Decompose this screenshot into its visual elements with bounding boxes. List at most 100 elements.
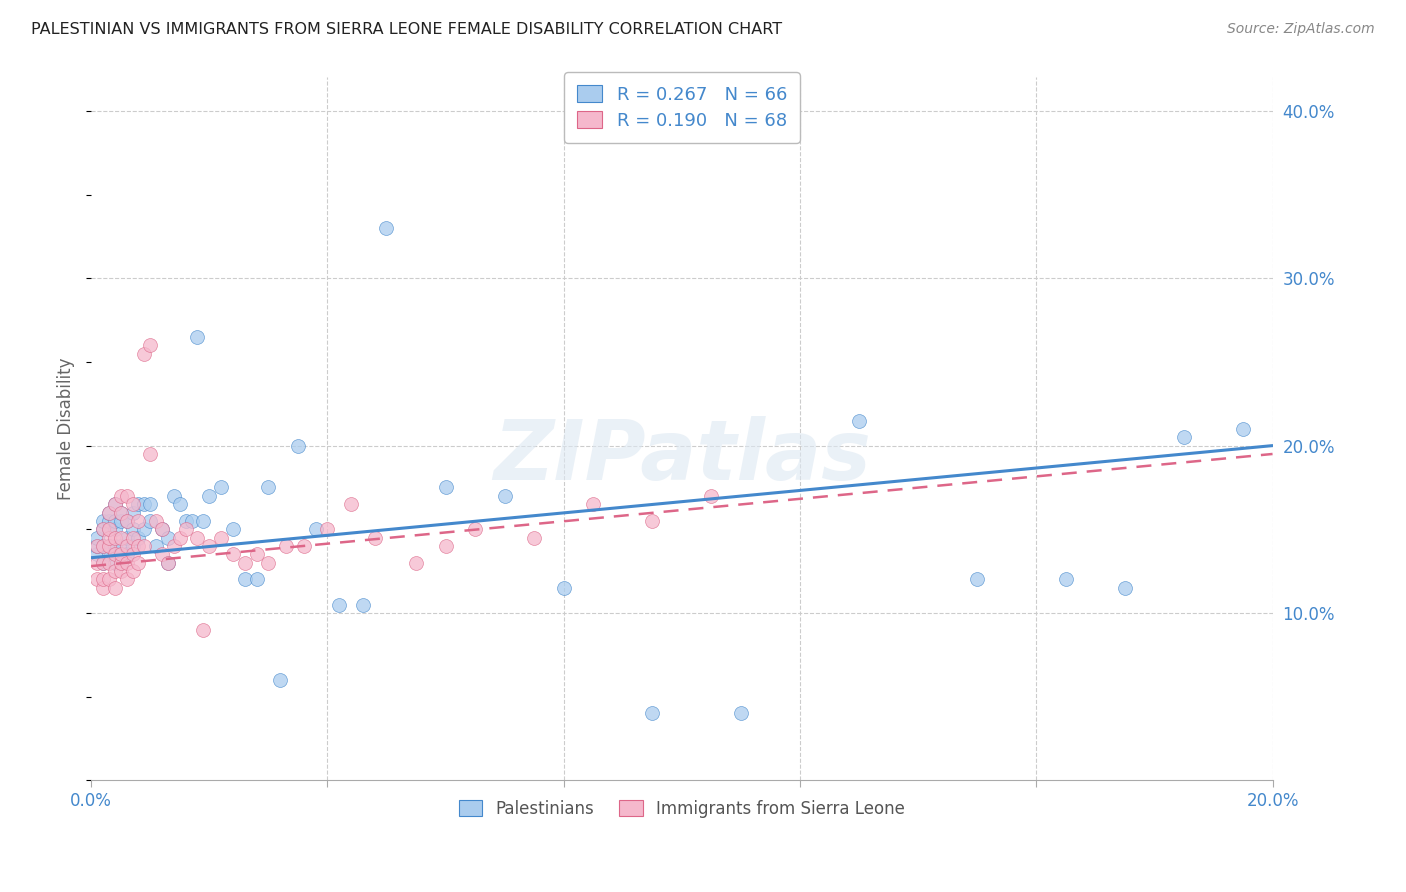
Point (121, 539, 143, 553)
Point (245, 548, 267, 562)
Point (150, 522, 173, 536)
Point (104, 564, 127, 578)
Point (163, 539, 186, 553)
Point (287, 439, 309, 453)
Point (1054, 573, 1077, 587)
Point (848, 413, 870, 427)
Point (363, 531, 385, 545)
Point (97, 573, 120, 587)
Point (174, 514, 197, 528)
Point (180, 514, 202, 528)
Point (169, 497, 191, 511)
Point (91, 539, 114, 553)
Point (186, 531, 208, 545)
Point (328, 598, 350, 612)
Point (494, 489, 516, 503)
Point (127, 514, 149, 528)
Point (127, 556, 149, 570)
Point (97, 522, 120, 536)
Point (163, 489, 186, 503)
Point (150, 548, 173, 562)
Point (97, 531, 120, 545)
Point (121, 548, 143, 562)
Point (156, 531, 179, 545)
Point (121, 531, 143, 545)
Point (121, 506, 143, 520)
Point (91, 514, 114, 528)
Point (145, 539, 167, 553)
Point (464, 522, 486, 536)
Point (257, 480, 280, 494)
Point (86, 573, 108, 587)
Point (110, 531, 132, 545)
Point (86, 539, 108, 553)
Point (730, 706, 752, 721)
Point (115, 539, 138, 553)
Point (121, 522, 143, 536)
Point (292, 539, 315, 553)
Point (97, 514, 120, 528)
Point (304, 522, 326, 536)
Point (104, 497, 127, 511)
Point (1232, 422, 1254, 436)
Point (150, 522, 173, 536)
Point (257, 556, 280, 570)
Point (169, 531, 191, 545)
Point (115, 489, 138, 503)
Point (104, 522, 127, 536)
Point (145, 514, 167, 528)
Point (104, 539, 127, 553)
Point (110, 548, 132, 562)
Point (110, 556, 132, 570)
Point (104, 581, 127, 595)
Point (110, 514, 132, 528)
Point (97, 539, 120, 553)
Point (110, 556, 132, 570)
Point (91, 556, 114, 570)
Point (127, 497, 149, 511)
Point (186, 330, 208, 344)
Point (198, 489, 221, 503)
Point (434, 539, 457, 553)
Point (91, 539, 114, 553)
Point (91, 556, 114, 570)
Point (523, 531, 546, 545)
Point (233, 556, 256, 570)
Point (110, 564, 132, 578)
Point (97, 506, 120, 520)
Point (110, 539, 132, 553)
Point (134, 346, 156, 360)
Point (127, 539, 149, 553)
Point (86, 556, 108, 570)
Point (115, 573, 138, 587)
Point (91, 522, 114, 536)
Point (134, 539, 156, 553)
Point (97, 522, 120, 536)
Point (110, 489, 132, 503)
Point (104, 497, 127, 511)
Point (121, 497, 143, 511)
Point (139, 514, 162, 528)
Y-axis label: Female Disability: Female Disability (58, 358, 75, 500)
Point (405, 556, 427, 570)
Point (139, 447, 162, 461)
Point (91, 573, 114, 587)
Point (1173, 430, 1195, 444)
Point (134, 497, 156, 511)
Point (91, 522, 114, 536)
Point (156, 556, 179, 570)
Point (222, 548, 245, 562)
Point (553, 581, 575, 595)
Text: ZIPatlas: ZIPatlas (494, 417, 870, 498)
Point (97, 506, 120, 520)
Legend: Palestinians, Immigrants from Sierra Leone: Palestinians, Immigrants from Sierra Leo… (453, 793, 911, 825)
Point (134, 522, 156, 536)
Point (110, 506, 132, 520)
Point (434, 480, 457, 494)
Point (121, 564, 143, 578)
Point (115, 514, 138, 528)
Point (233, 573, 256, 587)
Point (139, 497, 162, 511)
Point (700, 489, 723, 503)
Point (641, 706, 664, 721)
